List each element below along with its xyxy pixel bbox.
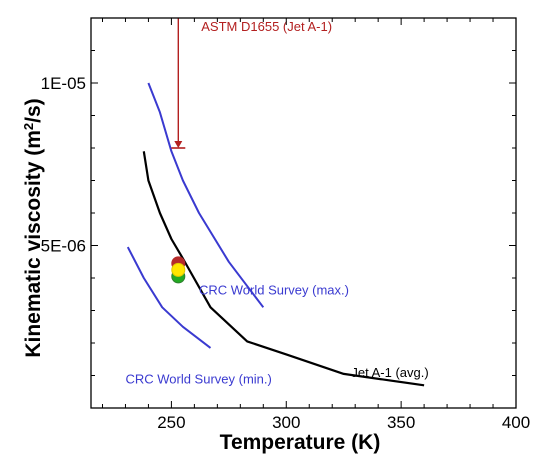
series-line-jet-a-1-avg [142, 151, 425, 387]
x-tick-label: 350 [387, 413, 415, 432]
measured-point [171, 262, 186, 277]
series-annotation: CRC World Survey (min.) [125, 372, 271, 387]
series-line-crc-world-survey-max [147, 82, 265, 308]
y-tick-label: 1E-05 [41, 74, 86, 93]
astm-limit-label: ASTM D1655 (Jet A-1) [201, 19, 332, 34]
y-axis-title-unit-open: (m [22, 130, 45, 156]
axis-ticks: 250 300 350 400 5E-06 1E-05 [41, 17, 530, 432]
y-axis-title-unit-close: /s) [22, 98, 45, 123]
x-tick-label: 400 [502, 413, 530, 432]
astm-limit-arrowhead [174, 141, 183, 148]
x-tick-label: 300 [272, 413, 300, 432]
y-axis-title: Kinematic viscosity (m2/s) [21, 98, 46, 357]
y-axis-title-group: Kinematic viscosity (m2/s) [21, 98, 46, 357]
plot-area: ASTM D1655 (Jet A-1) CRC World Survey (ma… [125, 18, 429, 387]
series-line-crc-world-survey-min [126, 246, 212, 349]
y-tick-label: 5E-06 [41, 237, 86, 256]
y-axis-title-unit-exponent: 2 [21, 123, 36, 130]
series-annotation: Jet A-1 (avg.) [351, 365, 428, 380]
x-axis-title: Temperature (K) [220, 431, 381, 454]
series-annotation: CRC World Survey (max.) [199, 282, 349, 297]
x-tick-label: 250 [157, 413, 185, 432]
y-axis-title-main: Kinematic viscosity [22, 161, 45, 357]
